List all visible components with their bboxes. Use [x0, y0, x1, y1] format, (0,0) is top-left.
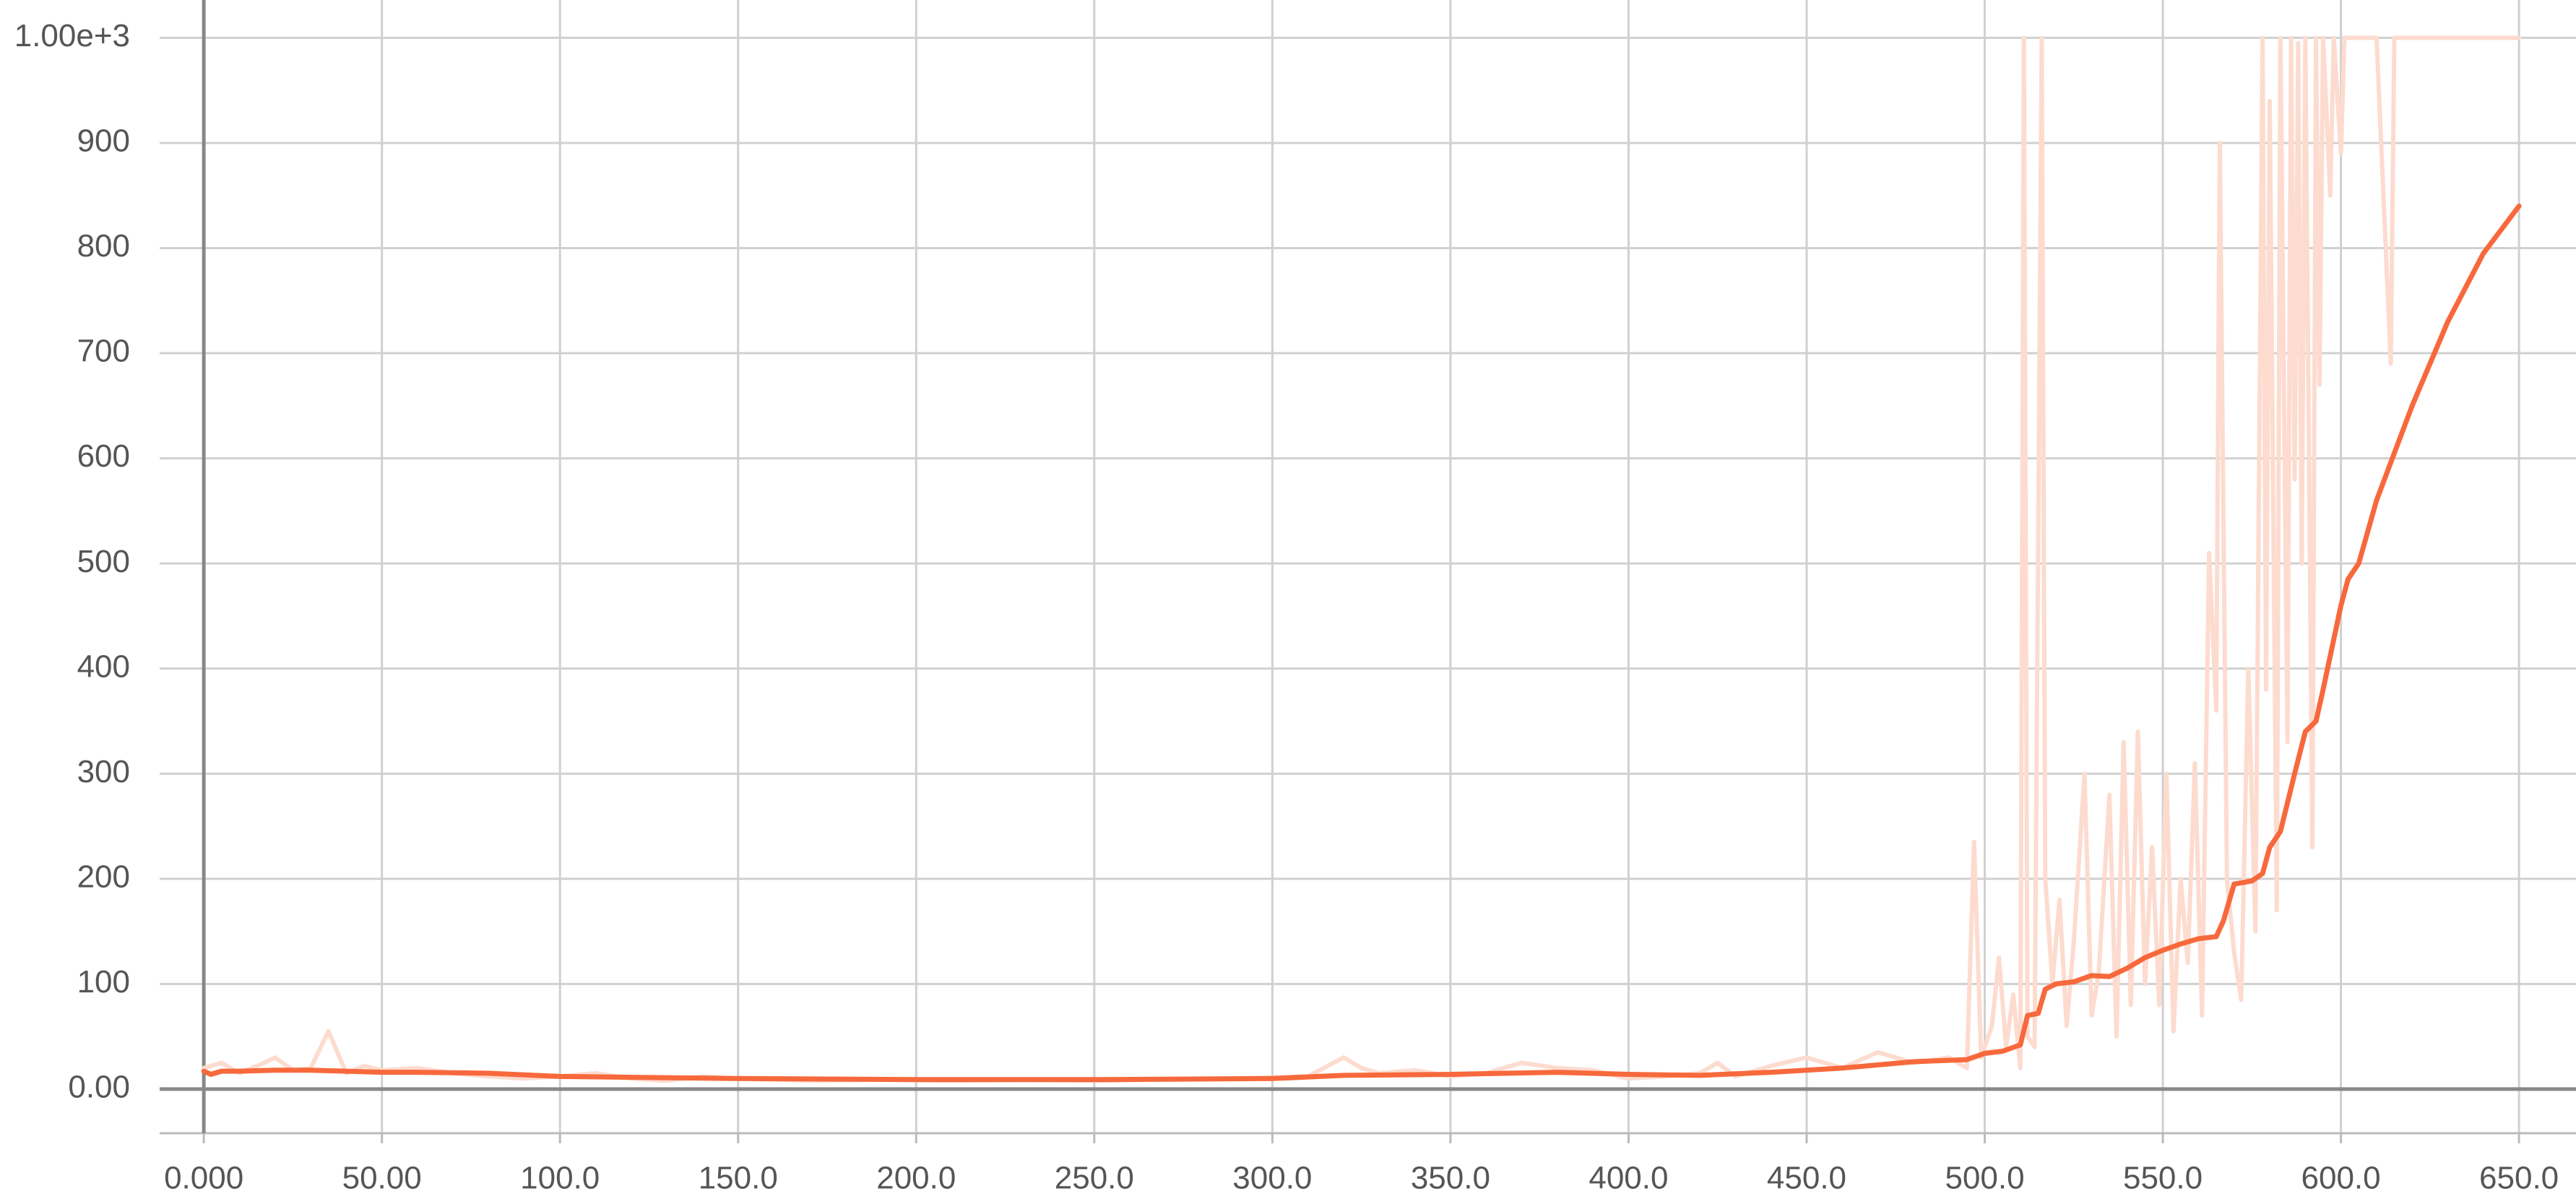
- y-tick-label: 500: [77, 544, 130, 579]
- x-tick-label: 150.0: [699, 1161, 778, 1196]
- x-tick-label: 200.0: [876, 1161, 956, 1196]
- y-tick-label: 100: [77, 964, 130, 1000]
- x-tick-label: 600.0: [2301, 1161, 2381, 1196]
- y-tick-label: 400: [77, 649, 130, 684]
- x-tick-label: 500.0: [1945, 1161, 2024, 1196]
- x-tick-label: 100.0: [520, 1161, 600, 1196]
- x-tick-label: 450.0: [1767, 1161, 1846, 1196]
- x-tick-label: 250.0: [1055, 1161, 1134, 1196]
- y-tick-label: 200: [77, 859, 130, 894]
- y-tick-label: 700: [77, 334, 130, 369]
- x-tick-label: 350.0: [1411, 1161, 1490, 1196]
- x-tick-label: 650.0: [2479, 1161, 2559, 1196]
- y-tick-label: 0.00: [68, 1069, 130, 1104]
- series-line: [202, 35, 2522, 1083]
- series-line: [201, 203, 2522, 1083]
- x-tick-label: 400.0: [1589, 1161, 1668, 1196]
- y-tick-label: 600: [77, 438, 130, 474]
- y-tick-label: 1.00e+3: [14, 18, 130, 53]
- y-tick-label: 900: [77, 124, 130, 159]
- x-tick-label: 50.00: [342, 1161, 422, 1196]
- y-tick-label: 800: [77, 228, 130, 264]
- x-tick-label: 550.0: [2123, 1161, 2203, 1196]
- y-tick-label: 300: [77, 754, 130, 789]
- x-tick-label: 300.0: [1232, 1161, 1312, 1196]
- x-tick-label: 0.000: [164, 1161, 243, 1196]
